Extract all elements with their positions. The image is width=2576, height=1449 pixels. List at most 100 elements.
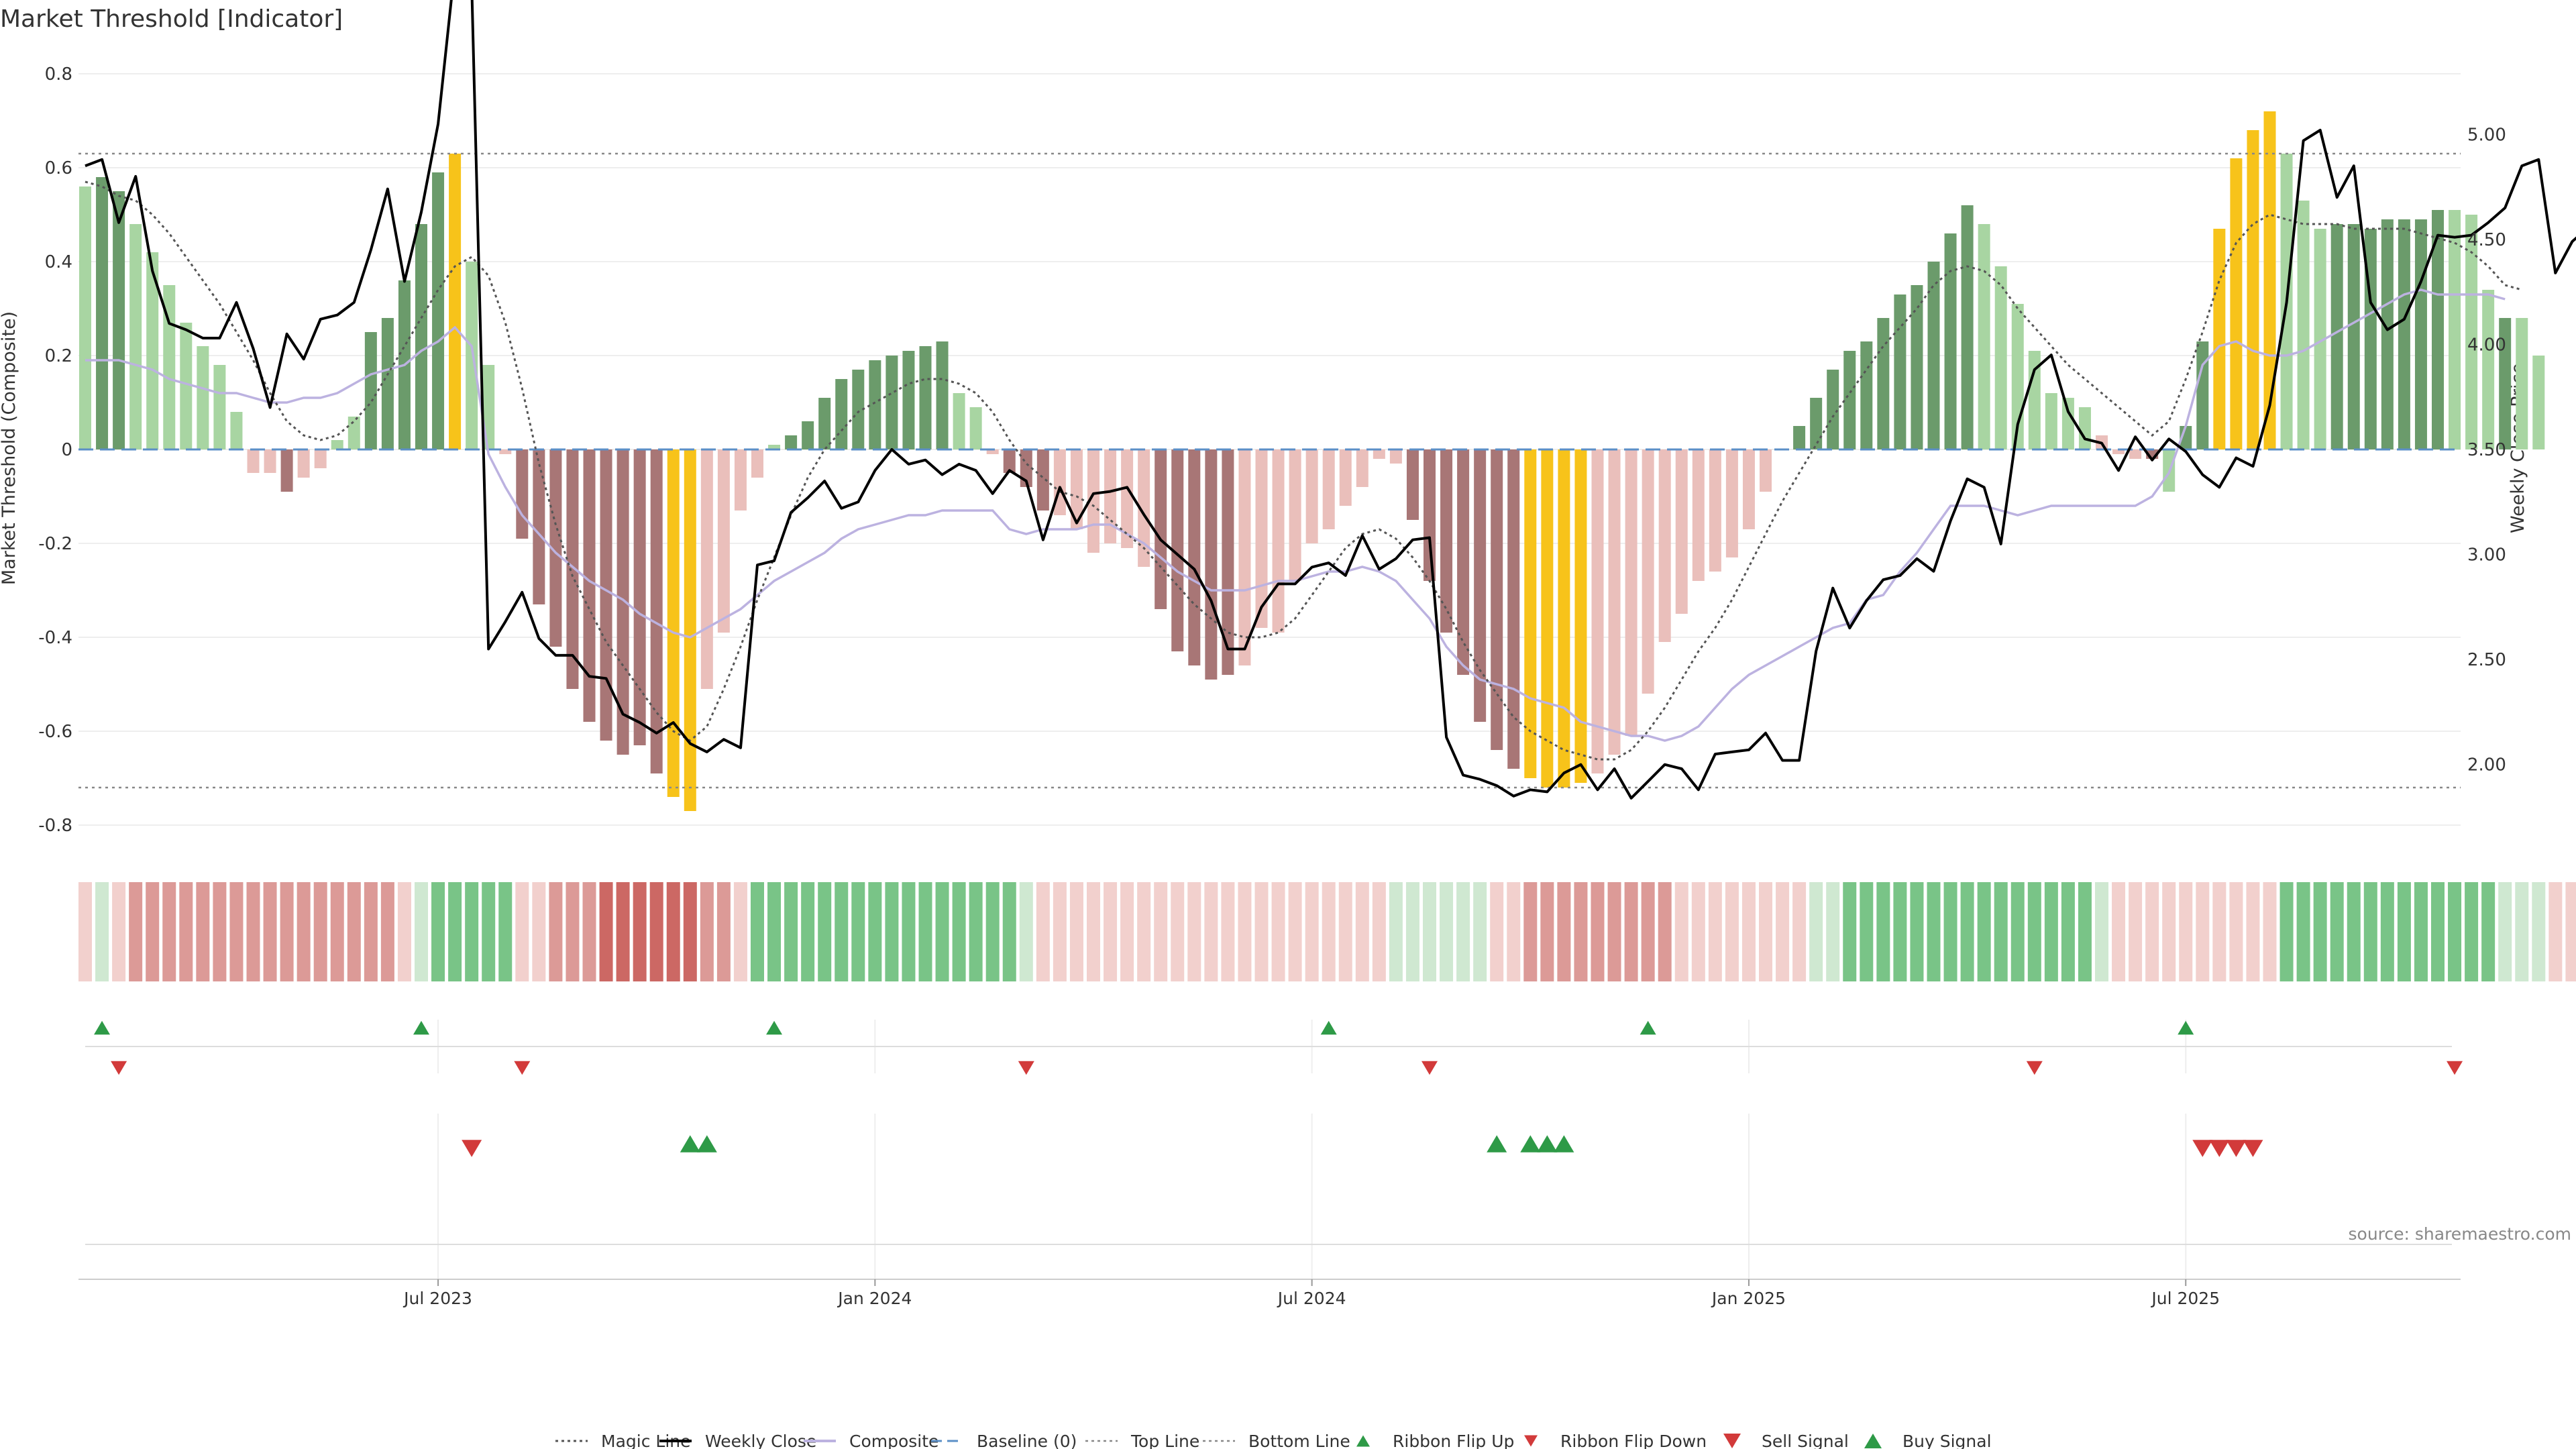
- composite-bar: [1642, 449, 1654, 694]
- ribbon-cell: [2397, 882, 2411, 981]
- ribbon-cell: [532, 882, 546, 981]
- ribbon-cell: [1523, 882, 1538, 981]
- ribbon-cell: [1994, 882, 2008, 981]
- composite-bar: [146, 252, 159, 449]
- composite-bar: [1255, 449, 1268, 628]
- ribbon-cell: [1776, 882, 1790, 981]
- composite-bar: [2465, 215, 2478, 449]
- y-tick-label-right: 2.50: [2467, 650, 2506, 670]
- ribbon-cell: [2129, 882, 2143, 981]
- ribbon-flip-up-marker: [1320, 1020, 1337, 1035]
- composite-bar: [1978, 224, 1990, 449]
- ribbon-cell: [649, 882, 663, 981]
- composite-bar: [1944, 233, 1957, 449]
- x-axis: Jul 2023 Jan 2024 Jul 2024 Jan 2025 Jul 2025: [402, 1279, 2220, 1308]
- composite-bar: [331, 440, 343, 449]
- composite-bar: [2045, 393, 2057, 449]
- composite-bar: [1507, 449, 1520, 769]
- ribbon-cell: [2078, 882, 2092, 981]
- composite-bar: [1289, 449, 1301, 581]
- composite-bar: [2314, 229, 2326, 449]
- composite-bar: [734, 449, 747, 511]
- composite-bar: [667, 449, 680, 797]
- legend-label: Ribbon Flip Up: [1393, 1432, 1514, 1449]
- composite-bar: [1087, 449, 1099, 553]
- y-tick-label-left: 0.2: [45, 346, 72, 366]
- legend-label: Bottom Line: [1248, 1432, 1350, 1449]
- composite-bar: [1238, 449, 1251, 665]
- ribbon-cell: [1792, 882, 1807, 981]
- composite-bar: [885, 356, 898, 449]
- ribbon-cell: [2010, 882, 2025, 981]
- composite-bar: [197, 346, 209, 449]
- chart-title: Market Threshold [Indicator]: [0, 5, 343, 33]
- legend-label: Composite: [849, 1432, 938, 1449]
- ribbon-cell: [952, 882, 966, 981]
- composite-bar: [180, 323, 193, 449]
- composite-bar: [1003, 449, 1016, 473]
- composite-bar: [1725, 449, 1738, 557]
- ribbon-cell: [1087, 882, 1100, 981]
- ribbon-cell: [364, 882, 378, 981]
- ribbon-cell: [196, 882, 210, 981]
- y-tick-label-left: 0: [61, 440, 72, 460]
- composite-bar: [1742, 449, 1755, 529]
- composite-bar: [1827, 370, 1839, 449]
- ribbon-cell: [599, 882, 613, 981]
- ribbon-cell: [1288, 882, 1302, 981]
- ribbon-cell: [1725, 882, 1739, 981]
- ribbon-cell: [633, 882, 647, 981]
- ribbon-cell: [297, 882, 311, 981]
- ribbon-cell: [1069, 882, 1083, 981]
- composite-bar: [1894, 294, 1907, 449]
- composite-bar: [2247, 130, 2259, 449]
- ribbon-cell: [1826, 882, 1840, 981]
- ribbon-cell: [482, 882, 496, 981]
- composite-bar: [802, 421, 814, 449]
- ribbon-cell: [2330, 882, 2344, 981]
- composite-line: [85, 288, 2506, 742]
- ribbon-cell: [2162, 882, 2176, 981]
- ribbon-cell: [1002, 882, 1016, 981]
- composite-bar: [2532, 356, 2545, 449]
- ribbon-cell: [1540, 882, 1554, 981]
- ribbon-cell: [2296, 882, 2310, 981]
- ribbon-cell: [1271, 882, 1285, 981]
- composite-bar: [818, 398, 831, 449]
- composite-bar: [2516, 318, 2528, 449]
- y-tick-label-right: 4.50: [2467, 230, 2506, 250]
- ribbon-cell: [2431, 882, 2445, 981]
- ribbon-strip: [78, 882, 2576, 981]
- y-axis-right: 2.00 2.50 3.00 3.50 4.00 4.50 5.00: [2467, 125, 2506, 775]
- ribbon-cell: [498, 882, 513, 981]
- sell-signal-marker: [2226, 1140, 2247, 1157]
- composite-bar: [1474, 449, 1487, 722]
- composite-bar: [2078, 407, 2091, 449]
- legend-label: Weekly Close: [705, 1432, 816, 1449]
- composite-bar: [785, 435, 798, 449]
- ribbon-cell: [213, 882, 227, 981]
- ribbon-cell: [2532, 882, 2546, 981]
- composite-bar: [936, 341, 949, 449]
- legend-swatch: [1864, 1433, 1882, 1449]
- ribbon-cell: [2263, 882, 2277, 981]
- ribbon-cell: [918, 882, 932, 981]
- composite-bar: [364, 332, 377, 449]
- composite-bar: [2347, 224, 2360, 449]
- ribbon-cell: [1104, 882, 1118, 981]
- composite-bar: [1625, 449, 1638, 736]
- composite-bar: [2499, 318, 2512, 449]
- ribbon-cell: [2179, 882, 2193, 981]
- buy-signal-marker: [696, 1135, 717, 1152]
- composite-bar: [1692, 449, 1705, 581]
- ribbon-flip-up-marker: [94, 1020, 111, 1035]
- composite-bar: [566, 449, 579, 689]
- sell-signal-marker: [2243, 1140, 2263, 1157]
- buy-signal-marker: [1537, 1135, 1558, 1152]
- ribbon-cell: [683, 882, 697, 981]
- composite-bar: [583, 449, 596, 722]
- ribbon-cell: [347, 882, 361, 981]
- ribbon-cell: [1591, 882, 1605, 981]
- ribbon-cell: [1759, 882, 1772, 981]
- composite-bar: [466, 262, 478, 449]
